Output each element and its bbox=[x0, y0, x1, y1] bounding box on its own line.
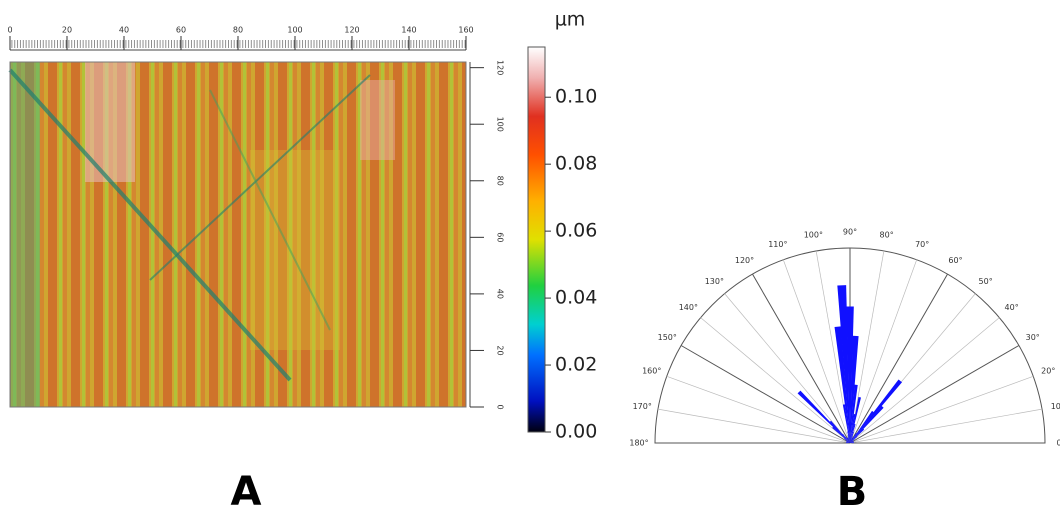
theta-tick-label: 10° bbox=[1051, 402, 1060, 411]
y-tick-label: 100 bbox=[496, 117, 505, 132]
theta-tick-label: 30° bbox=[1026, 333, 1040, 342]
x-tick-label: 160 bbox=[458, 26, 473, 35]
colorbar-tick-label: 0.08 bbox=[555, 153, 597, 175]
colorbar-tick-label: 0.00 bbox=[555, 421, 597, 443]
colorbar-tick-label: 0.10 bbox=[555, 86, 597, 108]
y-tick-label: 0 bbox=[496, 404, 505, 409]
x-tick-label: 0 bbox=[7, 26, 12, 35]
y-tick-label: 60 bbox=[496, 232, 505, 242]
theta-tick-label: 160° bbox=[642, 366, 661, 375]
surface-image bbox=[10, 38, 480, 407]
y-tick-label: 120 bbox=[496, 60, 505, 75]
colorbar-title: µm bbox=[555, 9, 586, 31]
x-tick-label: 40 bbox=[119, 26, 129, 35]
theta-tick-label: 180° bbox=[629, 439, 648, 448]
theta-tick-label: 130° bbox=[705, 277, 724, 286]
theta-tick-label: 70° bbox=[915, 240, 929, 249]
x-tick-label: 20 bbox=[62, 26, 72, 35]
grid-line bbox=[667, 376, 850, 443]
grid-line bbox=[725, 294, 850, 443]
y-tick-label: 40 bbox=[496, 289, 505, 299]
theta-tick-label: 80° bbox=[880, 231, 894, 240]
panel-label: A bbox=[231, 469, 262, 515]
colorbar-tick-label: 0.02 bbox=[555, 354, 597, 376]
theta-tick-label: 150° bbox=[658, 333, 677, 342]
theta-tick-label: 90° bbox=[843, 228, 857, 237]
x-tick-label: 80 bbox=[233, 26, 243, 35]
theta-tick-label: 40° bbox=[1005, 303, 1019, 312]
y-tick-label: 80 bbox=[496, 176, 505, 186]
panel-label: B bbox=[837, 469, 868, 515]
theta-tick-label: 120° bbox=[735, 256, 754, 265]
y-tick-label: 20 bbox=[496, 345, 505, 355]
x-tick-label: 100 bbox=[287, 26, 302, 35]
grid-line bbox=[701, 318, 850, 443]
theta-tick-label: 60° bbox=[948, 256, 962, 265]
x-tick-label: 140 bbox=[401, 26, 416, 35]
colorbar bbox=[528, 47, 545, 432]
theta-tick-label: 0° bbox=[1056, 439, 1060, 448]
theta-tick-label: 100° bbox=[804, 231, 823, 240]
colorbar-tick-label: 0.06 bbox=[555, 220, 597, 242]
colorbar-tick-label: 0.04 bbox=[555, 287, 597, 309]
grid-line bbox=[850, 260, 917, 443]
x-tick-label: 60 bbox=[176, 26, 186, 35]
theta-tick-label: 110° bbox=[768, 240, 787, 249]
theta-tick-label: 50° bbox=[979, 277, 993, 286]
theta-tick-label: 140° bbox=[679, 303, 698, 312]
grid-line bbox=[850, 318, 999, 443]
x-tick-label: 120 bbox=[344, 26, 359, 35]
theta-tick-label: 20° bbox=[1041, 366, 1055, 375]
theta-tick-label: 170° bbox=[633, 402, 652, 411]
